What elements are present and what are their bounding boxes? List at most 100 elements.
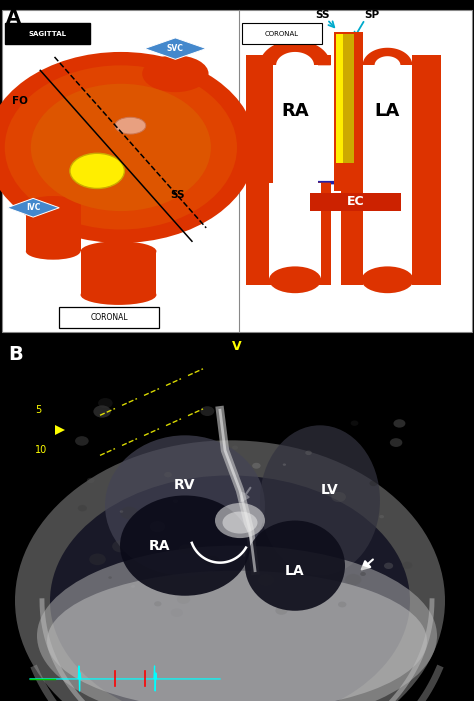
Polygon shape — [363, 48, 412, 65]
Polygon shape — [26, 205, 81, 251]
Ellipse shape — [232, 446, 238, 450]
Ellipse shape — [379, 515, 384, 518]
Bar — [310, 193, 401, 211]
Ellipse shape — [256, 525, 259, 528]
Polygon shape — [145, 38, 206, 60]
Text: SVC: SVC — [167, 44, 184, 53]
Ellipse shape — [154, 601, 162, 606]
Polygon shape — [314, 183, 331, 285]
Polygon shape — [363, 183, 412, 280]
Ellipse shape — [81, 285, 156, 305]
Ellipse shape — [245, 521, 345, 611]
Ellipse shape — [98, 398, 113, 408]
Ellipse shape — [384, 563, 393, 569]
Ellipse shape — [171, 608, 183, 617]
Ellipse shape — [81, 241, 156, 261]
Ellipse shape — [26, 243, 81, 259]
Ellipse shape — [89, 554, 106, 565]
Text: 10: 10 — [35, 445, 47, 456]
Polygon shape — [273, 65, 318, 183]
Ellipse shape — [257, 574, 274, 586]
Ellipse shape — [47, 571, 427, 701]
Ellipse shape — [331, 492, 346, 502]
Ellipse shape — [50, 475, 410, 701]
Bar — [81, 251, 156, 295]
FancyBboxPatch shape — [59, 306, 159, 328]
Ellipse shape — [215, 503, 265, 538]
Ellipse shape — [112, 540, 129, 552]
Text: RA: RA — [281, 102, 309, 120]
Text: SAGITTAL: SAGITTAL — [28, 31, 66, 36]
Ellipse shape — [201, 406, 214, 416]
Ellipse shape — [131, 585, 135, 587]
Text: RA: RA — [149, 538, 171, 552]
Polygon shape — [412, 183, 441, 285]
Text: SP: SP — [365, 10, 380, 20]
Polygon shape — [363, 65, 412, 183]
Polygon shape — [246, 55, 273, 65]
Ellipse shape — [179, 502, 188, 508]
Text: EC: EC — [346, 196, 365, 208]
Ellipse shape — [402, 562, 412, 569]
Polygon shape — [343, 34, 354, 163]
Polygon shape — [269, 183, 321, 280]
Ellipse shape — [345, 574, 362, 585]
Ellipse shape — [260, 426, 380, 576]
Ellipse shape — [204, 555, 220, 566]
Text: SS: SS — [315, 10, 329, 20]
Polygon shape — [0, 0, 474, 332]
Polygon shape — [259, 183, 331, 207]
Ellipse shape — [26, 196, 81, 213]
Polygon shape — [341, 55, 363, 65]
Text: V: V — [232, 340, 242, 353]
Ellipse shape — [105, 435, 265, 576]
Ellipse shape — [87, 477, 94, 483]
Text: RV: RV — [174, 479, 196, 493]
Ellipse shape — [284, 587, 292, 592]
Text: LV: LV — [321, 484, 339, 498]
Circle shape — [5, 65, 237, 229]
Text: FO: FO — [12, 96, 27, 106]
Circle shape — [0, 52, 256, 243]
Ellipse shape — [120, 496, 250, 596]
Polygon shape — [412, 55, 441, 285]
Polygon shape — [341, 183, 363, 285]
Text: CORONAL: CORONAL — [265, 31, 299, 36]
Polygon shape — [363, 183, 412, 200]
Text: SS: SS — [171, 190, 185, 200]
Polygon shape — [7, 198, 59, 217]
Ellipse shape — [222, 512, 257, 533]
Ellipse shape — [164, 472, 172, 477]
Polygon shape — [246, 55, 273, 285]
Ellipse shape — [351, 421, 358, 426]
Ellipse shape — [393, 419, 405, 428]
Circle shape — [31, 84, 211, 211]
Ellipse shape — [78, 505, 87, 512]
Polygon shape — [259, 40, 331, 65]
Ellipse shape — [269, 266, 321, 293]
Ellipse shape — [37, 545, 437, 701]
Ellipse shape — [120, 510, 123, 513]
Ellipse shape — [173, 499, 178, 503]
Text: A: A — [6, 8, 21, 27]
Ellipse shape — [252, 463, 261, 469]
Text: CORONAL: CORONAL — [90, 313, 128, 322]
Bar — [5, 23, 90, 43]
Ellipse shape — [177, 594, 190, 604]
Polygon shape — [334, 32, 363, 191]
Ellipse shape — [93, 405, 111, 418]
Ellipse shape — [75, 436, 89, 446]
Text: 5: 5 — [35, 405, 41, 415]
Ellipse shape — [70, 154, 124, 189]
Polygon shape — [336, 34, 343, 163]
Ellipse shape — [305, 451, 312, 455]
Ellipse shape — [369, 480, 377, 486]
Ellipse shape — [360, 572, 366, 576]
Text: LA: LA — [375, 102, 400, 120]
Ellipse shape — [362, 266, 413, 293]
Ellipse shape — [390, 438, 402, 447]
Bar — [242, 23, 322, 43]
Polygon shape — [412, 55, 441, 65]
Ellipse shape — [142, 55, 209, 92]
Text: B: B — [8, 345, 23, 364]
